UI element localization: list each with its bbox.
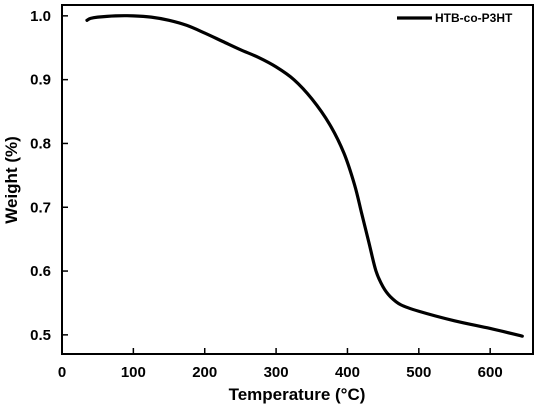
x-tick-label: 0: [58, 364, 66, 381]
y-tick-label: 0.7: [30, 199, 51, 216]
x-tick-label: 500: [406, 364, 431, 381]
x-axis-title: Temperature (°C): [229, 385, 366, 404]
legend: HTB-co-P3HT: [397, 11, 513, 25]
y-tick-label: 0.6: [30, 263, 51, 280]
y-tick-label: 0.5: [30, 327, 51, 344]
x-tick-label: 600: [478, 364, 503, 381]
series-line-htb-co-p3ht: [85, 14, 524, 338]
x-tick-label: 100: [121, 364, 146, 381]
x-tick-label: 300: [264, 364, 289, 381]
x-tick-label: 200: [192, 364, 217, 381]
y-tick-label: 0.9: [30, 72, 51, 89]
x-axis-ticks: 0 100 200 300 400 500 600: [58, 348, 503, 381]
plot-frame: [61, 4, 534, 355]
x-tick-label: 400: [335, 364, 360, 381]
y-tick-label: 1.0: [30, 8, 51, 25]
y-tick-label: 0.8: [30, 135, 51, 152]
legend-label: HTB-co-P3HT: [435, 11, 513, 25]
y-axis-title: Weight (%): [2, 136, 21, 224]
